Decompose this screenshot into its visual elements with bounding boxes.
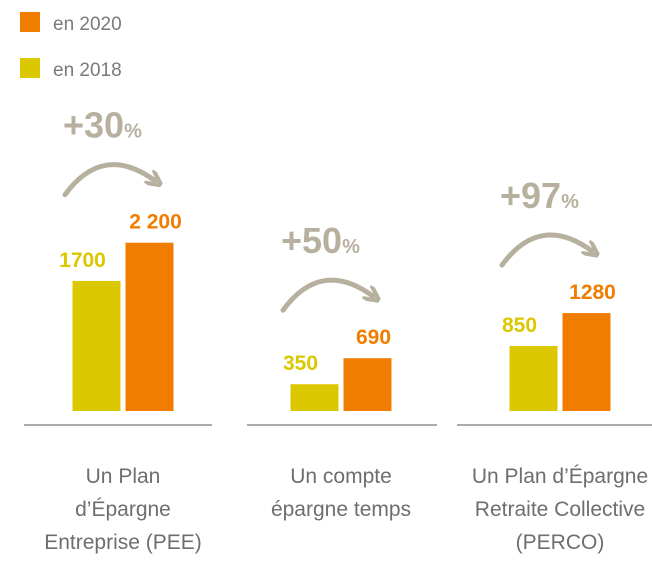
growth-arrow — [499, 232, 592, 268]
bar — [72, 280, 121, 411]
legend-label: en 2018 — [53, 60, 122, 81]
growth-arrow — [280, 277, 373, 313]
category-label: Un Plan — [86, 465, 161, 488]
growth-label: +50% — [281, 220, 360, 261]
category-label: d’Épargne — [75, 498, 171, 521]
growth-value: +50 — [281, 220, 342, 261]
growth-unit: % — [124, 121, 142, 143]
growth-unit: % — [342, 236, 360, 258]
legend-label: en 2020 — [53, 14, 122, 35]
bar — [125, 242, 174, 411]
growth-value: +30 — [63, 105, 124, 146]
value-label: 2 200 — [129, 211, 182, 234]
value-label: 350 — [283, 352, 318, 375]
value-label: 1280 — [569, 281, 616, 304]
value-label: 1700 — [59, 249, 106, 272]
growth-label: +97% — [500, 175, 579, 216]
legend-swatch — [20, 12, 40, 32]
bar — [290, 384, 339, 411]
legend-swatch — [20, 58, 40, 78]
category-label: Un Plan d’Épargne — [472, 465, 648, 488]
category-label: Un compte — [290, 465, 392, 488]
growth-label: +30% — [63, 105, 142, 146]
value-label: 850 — [502, 314, 537, 337]
growth-arrow — [62, 162, 155, 198]
category-label: (PERCO) — [516, 531, 605, 554]
growth-value: +97 — [500, 175, 561, 216]
bar — [343, 358, 392, 411]
growth-unit: % — [561, 191, 579, 213]
category-label: Retraite Collective — [475, 498, 645, 521]
bar — [509, 345, 558, 411]
bar — [562, 313, 611, 411]
category-label: Entreprise (PEE) — [44, 531, 202, 554]
category-label: épargne temps — [271, 498, 411, 521]
value-label: 690 — [356, 326, 391, 349]
